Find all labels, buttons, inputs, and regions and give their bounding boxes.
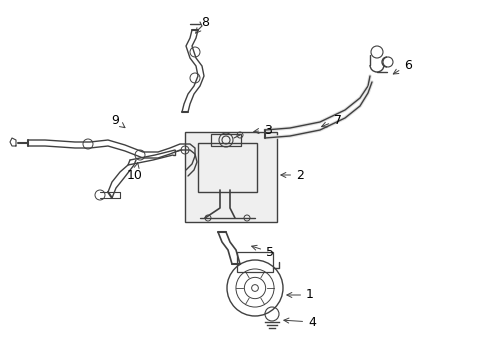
Text: 2: 2 <box>280 168 304 181</box>
Text: 9: 9 <box>111 113 124 128</box>
Text: 8: 8 <box>195 15 208 33</box>
Text: 6: 6 <box>392 59 411 74</box>
Text: 4: 4 <box>283 315 315 328</box>
Text: 5: 5 <box>251 245 273 258</box>
Text: 7: 7 <box>321 113 341 127</box>
Text: 1: 1 <box>286 288 313 302</box>
Bar <box>184 132 276 222</box>
Text: 3: 3 <box>253 123 271 136</box>
Text: 10: 10 <box>127 163 142 181</box>
